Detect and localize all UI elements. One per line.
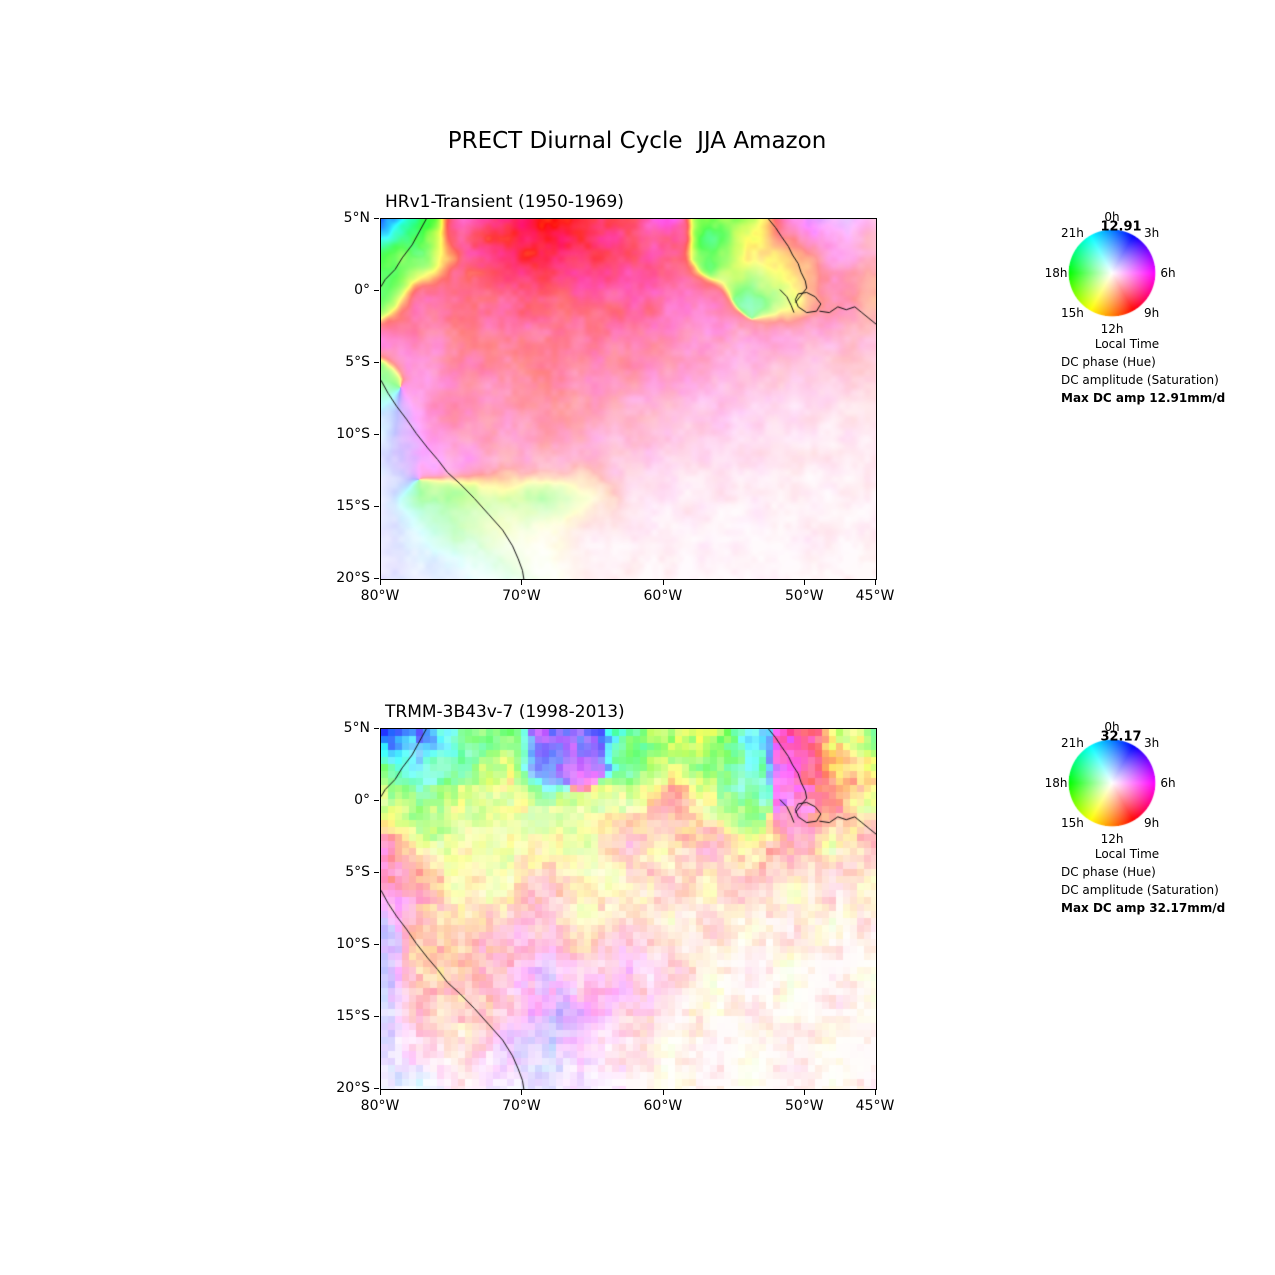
x-tick-label: 70°W xyxy=(502,588,541,604)
y-tick xyxy=(374,434,379,435)
y-tick xyxy=(374,1088,379,1089)
hour-label-0h: 0h xyxy=(1104,720,1120,734)
x-tick-label: 50°W xyxy=(784,588,824,604)
x-tick xyxy=(875,1090,876,1095)
panel-title-trmm: TRMM-3B43v-7 (1998-2013) xyxy=(385,702,625,722)
y-tick-label: 5°N xyxy=(343,210,370,226)
hour-label-3h: 3h xyxy=(1143,736,1160,751)
y-tick-label: 20°S xyxy=(336,570,370,586)
figure-title: PRECT Diurnal Cycle JJA Amazon xyxy=(447,128,827,154)
y-tick-label: 20°S xyxy=(336,1080,370,1096)
x-tick xyxy=(662,580,664,585)
y-tick-label: 5°N xyxy=(343,720,370,736)
y-tick xyxy=(374,578,379,579)
x-tick-label: 45°W xyxy=(855,1098,895,1114)
hour-label-18h: 18h xyxy=(1044,266,1068,280)
y-tick xyxy=(374,506,379,507)
hour-label-6h: 6h xyxy=(1160,266,1176,280)
x-tick xyxy=(804,580,806,585)
y-tick-label: 0° xyxy=(354,282,370,298)
x-tick-label: 80°W xyxy=(360,1098,400,1114)
y-tick-label: 15°S xyxy=(336,1008,370,1024)
y-tick xyxy=(374,944,379,945)
x-tick-label: 60°W xyxy=(643,588,683,604)
legend-local-time-hrv1: Local Time xyxy=(1094,337,1160,351)
x-tick xyxy=(521,1090,523,1095)
hour-label-15h: 15h xyxy=(1060,305,1084,320)
legend-max-amp-label-hrv1: Max DC amp 12.91mm/d xyxy=(1061,391,1226,405)
map-trmm-canvas xyxy=(380,728,877,1090)
hour-label-15h: 15h xyxy=(1060,815,1084,830)
hour-label-18h: 18h xyxy=(1044,776,1068,790)
y-tick xyxy=(374,1016,379,1017)
hour-label-6h: 6h xyxy=(1160,776,1176,790)
colorwheel-hrv1 xyxy=(1066,227,1158,319)
x-tick xyxy=(662,1090,664,1095)
hour-label-21h: 21h xyxy=(1060,736,1084,751)
map-hrv1-canvas xyxy=(380,218,877,580)
max-amp-value-trmm: 32.17 xyxy=(1100,729,1142,745)
y-tick xyxy=(374,218,379,219)
x-tick xyxy=(380,1090,381,1095)
hour-label-3h: 3h xyxy=(1143,226,1160,241)
legend-local-time-trmm: Local Time xyxy=(1094,847,1160,861)
y-tick-label: 5°S xyxy=(345,864,370,880)
hour-label-9h: 9h xyxy=(1143,815,1160,830)
x-tick-label: 70°W xyxy=(502,1098,541,1114)
legend-amplitude-label-hrv1: DC amplitude (Saturation) xyxy=(1061,373,1219,387)
x-tick-label: 45°W xyxy=(855,588,895,604)
y-tick xyxy=(374,728,379,729)
y-tick-label: 10°S xyxy=(336,936,370,952)
x-tick xyxy=(875,580,876,585)
y-tick xyxy=(374,362,379,363)
legend-max-amp-label-trmm: Max DC amp 32.17mm/d xyxy=(1061,901,1226,915)
y-tick xyxy=(374,800,379,801)
y-tick-label: 5°S xyxy=(345,354,370,370)
hour-label-12h: 12h xyxy=(1100,322,1124,336)
max-amp-value-hrv1: 12.91 xyxy=(1100,219,1142,235)
x-tick-label: 80°W xyxy=(360,588,400,604)
y-tick xyxy=(374,872,379,873)
x-tick xyxy=(804,1090,806,1095)
x-tick xyxy=(521,580,523,585)
colorwheel-trmm xyxy=(1066,737,1158,829)
hour-label-9h: 9h xyxy=(1143,305,1160,320)
hour-label-12h: 12h xyxy=(1100,832,1124,846)
y-tick-label: 15°S xyxy=(336,498,370,514)
legend-amplitude-label-trmm: DC amplitude (Saturation) xyxy=(1061,883,1219,897)
legend-phase-label-trmm: DC phase (Hue) xyxy=(1061,865,1156,879)
x-tick-label: 50°W xyxy=(784,1098,824,1114)
x-tick xyxy=(380,580,381,585)
y-tick-label: 0° xyxy=(354,792,370,808)
legend-phase-label-hrv1: DC phase (Hue) xyxy=(1061,355,1156,369)
x-tick-label: 60°W xyxy=(643,1098,683,1114)
hour-label-0h: 0h xyxy=(1104,210,1120,224)
y-tick-label: 10°S xyxy=(336,426,370,442)
y-tick xyxy=(374,290,379,291)
hour-label-21h: 21h xyxy=(1060,226,1084,241)
panel-title-hrv1: HRv1-Transient (1950-1969) xyxy=(385,192,624,212)
